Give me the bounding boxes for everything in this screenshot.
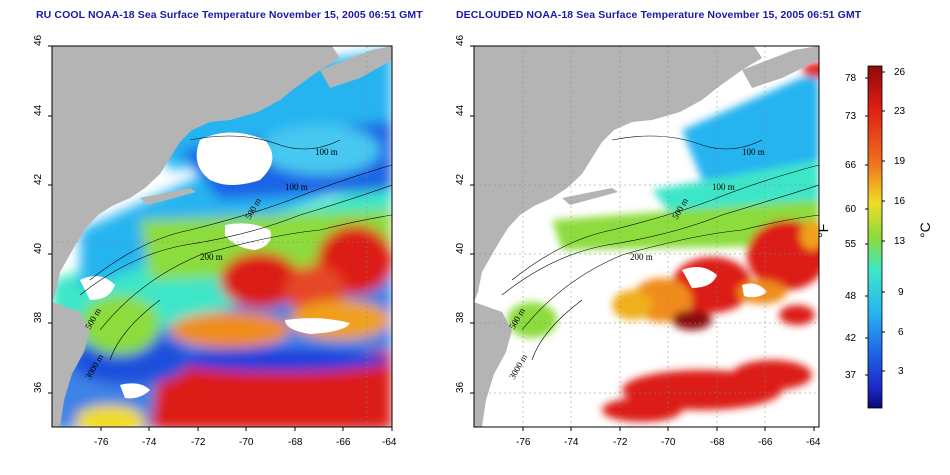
- grid-lines: [474, 46, 819, 427]
- map-frame: [51, 45, 393, 428]
- colorbar-gradient: [867, 65, 883, 409]
- cloud-mask: [682, 266, 767, 298]
- left-sst-map: 100 m 100 m 500 m 200 m 500 m 3000 m -76…: [33, 34, 397, 448]
- svg-text:46: 46: [455, 34, 466, 46]
- svg-text:60: 60: [845, 204, 857, 215]
- svg-text:66: 66: [845, 160, 857, 171]
- map-frame: [473, 45, 820, 428]
- celsius-ticks: 26 23 19 16 13 9 6 3: [882, 67, 906, 377]
- svg-text:9: 9: [898, 287, 904, 298]
- lon-axis: -76 -74 -72 -70 -68 -66 -64: [94, 427, 397, 448]
- svg-text:42: 42: [845, 333, 857, 344]
- temperature-colorbar: 78 73 66 60 55 48 42 37 26 23 19 16 13 9…: [815, 65, 933, 409]
- grid-lines: [52, 46, 392, 427]
- sst-field: [52, 50, 392, 427]
- svg-text:100 m: 100 m: [712, 182, 735, 192]
- svg-text:-70: -70: [239, 437, 254, 448]
- svg-text:200 m: 200 m: [630, 252, 653, 262]
- long-island: [140, 188, 196, 205]
- fahrenheit-label: °F: [815, 224, 831, 238]
- svg-text:-76: -76: [94, 437, 109, 448]
- lat-axis: 36 38 40 42 44 46: [33, 34, 52, 394]
- nova-scotia: [320, 46, 392, 88]
- svg-text:40: 40: [455, 242, 466, 254]
- land-mass: [52, 46, 340, 302]
- svg-text:-74: -74: [564, 437, 579, 448]
- svg-text:200 m: 200 m: [200, 252, 223, 262]
- celsius-label: °C: [917, 222, 933, 238]
- svg-text:100 m: 100 m: [742, 147, 765, 157]
- svg-text:40: 40: [33, 242, 44, 254]
- right-sst-map: 100 m 100 m 500 m 200 m 500 m 3000 m -76…: [455, 34, 821, 448]
- svg-text:26: 26: [894, 67, 906, 78]
- svg-text:44: 44: [455, 104, 466, 116]
- svg-text:38: 38: [33, 311, 44, 323]
- svg-text:42: 42: [455, 173, 466, 185]
- svg-text:42: 42: [33, 173, 44, 185]
- svg-text:73: 73: [845, 111, 857, 122]
- svg-text:3: 3: [898, 366, 904, 377]
- fahrenheit-ticks: 78 73 66 60 55 48 42 37: [845, 73, 868, 381]
- land-mass: [474, 46, 762, 302]
- cloud-mask: [80, 132, 350, 399]
- svg-text:38: 38: [455, 311, 466, 323]
- svg-text:44: 44: [33, 104, 44, 116]
- svg-text:-66: -66: [758, 437, 773, 448]
- svg-text:37: 37: [845, 370, 857, 381]
- svg-text:19: 19: [894, 156, 906, 167]
- svg-text:-70: -70: [661, 437, 676, 448]
- svg-text:100 m: 100 m: [315, 147, 338, 157]
- svg-text:-64: -64: [382, 437, 397, 448]
- svg-text:16: 16: [894, 196, 906, 207]
- left-map-title: RU COOL NOAA-18 Sea Surface Temperature …: [36, 9, 423, 21]
- svg-text:23: 23: [894, 106, 906, 117]
- svg-text:-64: -64: [806, 437, 821, 448]
- bathymetry-contours: [79, 135, 392, 361]
- svg-text:55: 55: [845, 239, 857, 250]
- svg-text:48: 48: [845, 291, 857, 302]
- delmarva: [474, 302, 512, 427]
- svg-text:-68: -68: [710, 437, 725, 448]
- svg-text:13: 13: [894, 236, 906, 247]
- svg-text:100 m: 100 m: [285, 182, 308, 192]
- svg-text:-74: -74: [142, 437, 157, 448]
- svg-text:36: 36: [455, 381, 466, 393]
- delmarva: [52, 302, 90, 427]
- svg-text:36: 36: [33, 381, 44, 393]
- svg-text:46: 46: [33, 34, 44, 46]
- svg-text:-76: -76: [516, 437, 531, 448]
- svg-text:-72: -72: [613, 437, 628, 448]
- lat-axis: 36 38 40 42 44 46: [455, 34, 474, 394]
- lon-axis: -76 -74 -72 -70 -68 -66 -64: [516, 427, 821, 448]
- nova-scotia: [742, 46, 819, 88]
- svg-text:78: 78: [845, 73, 857, 84]
- svg-text:-68: -68: [288, 437, 303, 448]
- svg-text:-72: -72: [191, 437, 206, 448]
- right-map-title: DECLOUDED NOAA-18 Sea Surface Temperatur…: [456, 9, 862, 21]
- svg-text:-66: -66: [336, 437, 351, 448]
- svg-text:6: 6: [898, 327, 904, 338]
- long-island: [562, 188, 618, 205]
